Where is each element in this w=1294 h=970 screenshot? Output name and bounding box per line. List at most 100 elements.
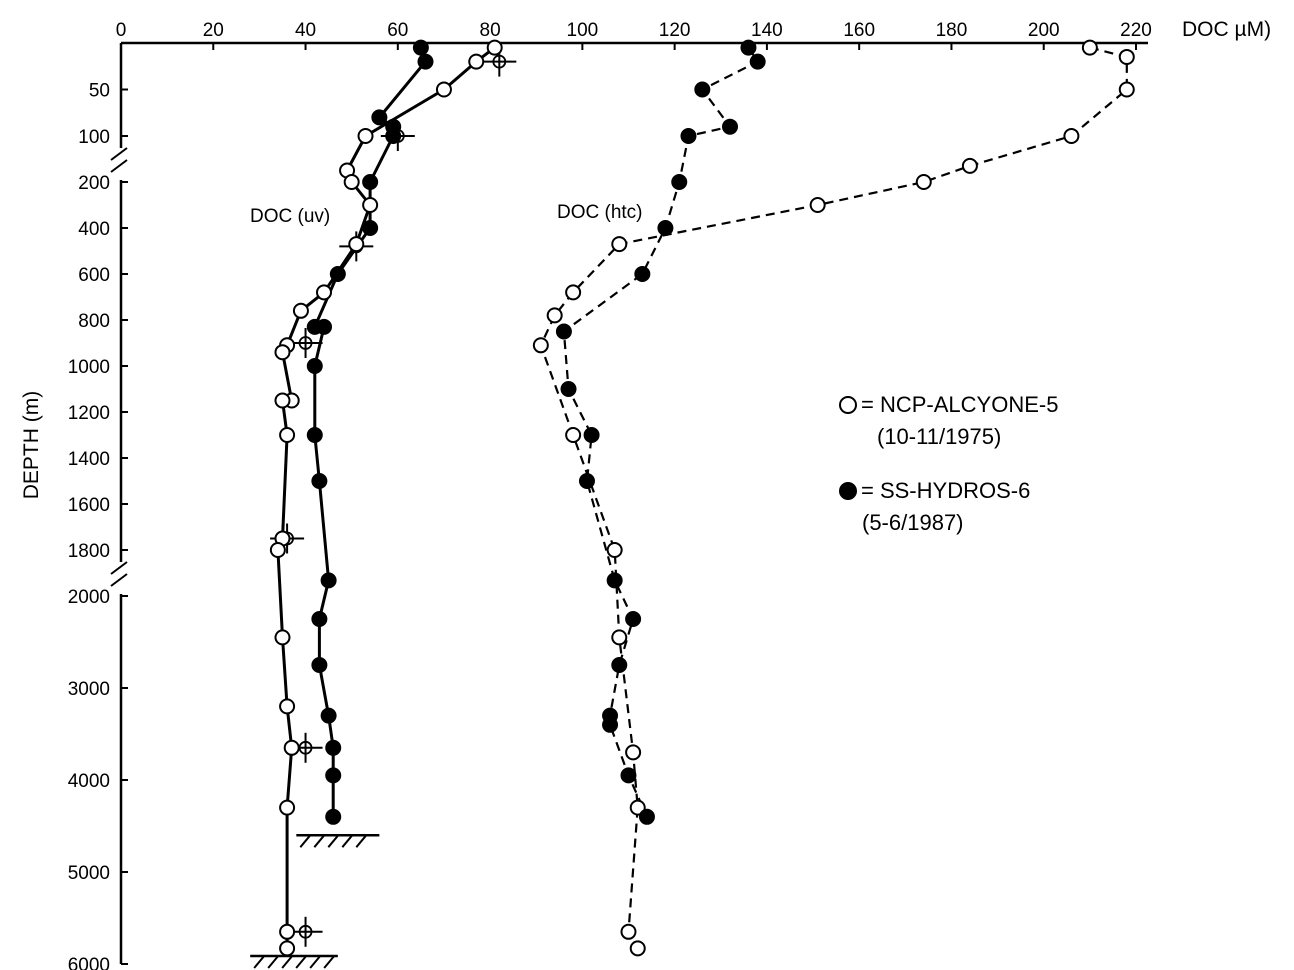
data-point-uv-filled: [362, 174, 379, 190]
data-point-htc-filled: [606, 572, 623, 589]
y-tick-label: 2000: [68, 587, 110, 608]
data-point-htc-open: [809, 197, 826, 213]
bottom-hatch: [355, 834, 368, 848]
data-point-htc-open: [546, 307, 563, 324]
data-point-htc-filled: [620, 767, 637, 784]
axes: 0 20 40 60 80 100 120 140 160 180 200 220 50 100 200 40…: [68, 20, 1152, 970]
x-tick-label: 100: [567, 20, 599, 41]
bottom-hatch: [299, 834, 312, 848]
data-point-uv-filled: [311, 473, 328, 489]
legend-label-ss-hydros-6: = SS-HYDROS-6: [861, 478, 1030, 503]
bottom-hatch: [267, 955, 279, 969]
data-point-htc-open: [1081, 39, 1098, 56]
data-point-htc-filled: [740, 39, 757, 56]
data-point-htc-open: [532, 337, 549, 354]
data-point-uv-open: [292, 302, 309, 319]
y-axis-label: DEPTH (m): [20, 391, 43, 500]
data-point-uv-open: [343, 174, 360, 190]
legend-sublabel-ncp-alcyone-5: (10-11/1975): [877, 424, 1001, 449]
annotation-doc-htc: DOC (htc): [557, 202, 643, 223]
series-line-htc-open: [539, 46, 1128, 949]
data-point-htc-filled: [680, 128, 697, 144]
data-point-uv-filled: [385, 128, 402, 144]
data-point-uv-open: [269, 542, 286, 558]
data-point-uv-open: [283, 739, 300, 756]
legend-label-ncp-alcyone-5: = NCP-ALCYONE-5: [861, 392, 1058, 417]
data-point-uv-filled: [417, 53, 434, 70]
data-point-htc-filled: [722, 118, 738, 135]
data-point-htc-filled: [611, 657, 628, 673]
axis-break-mark: [110, 561, 128, 575]
data-point-uv-open: [279, 940, 296, 957]
data-point-uv-filled: [311, 657, 328, 673]
bottom-hatch: [341, 834, 354, 848]
data-point-uv-filled: [412, 39, 429, 56]
x-tick-label: 40: [295, 20, 316, 41]
data-point-uv-filled: [316, 318, 332, 335]
data-point-uv-filled: [371, 109, 388, 126]
axis-break-mark: [110, 159, 128, 173]
y-tick-label: 4000: [68, 771, 110, 792]
bottom-hatch: [327, 834, 340, 848]
x-tick-label: 80: [480, 20, 501, 41]
chart-text: DOC µM) DEPTH (m) DOC (uv) DOC (htc): [20, 18, 1271, 499]
data-point-uv-open: [348, 236, 365, 253]
bottom-hatch-marks: [250, 833, 380, 969]
data-point-uv-open: [486, 39, 503, 56]
data-point-uv-filled: [320, 572, 337, 589]
annotation-doc-uv: DOC (uv): [250, 206, 330, 227]
data-points: [269, 39, 1135, 957]
y-tick-label: 50: [89, 81, 110, 102]
data-point-htc-open: [565, 427, 582, 443]
data-point-htc-open: [1118, 48, 1135, 65]
x-tick-label: 20: [203, 20, 224, 41]
data-point-uv-open: [274, 629, 291, 646]
x-tick-label: 220: [1120, 20, 1152, 41]
data-point-uv-open: [279, 427, 296, 443]
data-point-htc-filled: [578, 473, 595, 489]
data-point-uv-filled: [325, 808, 342, 825]
data-point-uv-filled: [362, 220, 379, 236]
y-tick-label: 1800: [68, 541, 110, 562]
crosshair-ring: [298, 336, 313, 350]
bottom-hatch: [323, 955, 335, 969]
data-point-uv-filled: [329, 266, 346, 282]
x-tick-label: 140: [751, 20, 783, 41]
legend-sublabel-ss-hydros-6: (5-6/1987): [862, 510, 964, 535]
data-point-htc-open: [611, 236, 628, 253]
data-point-uv-open: [274, 392, 291, 409]
data-point-htc-filled: [671, 174, 688, 190]
y-tick-label: 200: [78, 173, 110, 194]
data-point-htc-filled: [560, 381, 577, 397]
data-point-htc-open: [620, 923, 637, 940]
data-point-htc-open: [1063, 128, 1080, 144]
data-point-uv-filled: [320, 707, 337, 724]
x-tick-label: 180: [936, 20, 968, 41]
data-point-htc-open: [629, 799, 646, 816]
y-tick-label: 600: [78, 265, 110, 286]
data-point-htc-open: [961, 157, 978, 174]
bottom-hatch: [309, 955, 321, 969]
data-point-htc-filled: [749, 53, 766, 70]
data-point-uv-filled: [311, 611, 328, 627]
bottom-hatch: [281, 955, 293, 969]
legend-open-circle-symbol: [839, 396, 857, 414]
series-line-uv-open: [276, 46, 496, 949]
data-point-uv-open: [316, 284, 332, 301]
y-tick-label: 1000: [68, 357, 110, 378]
data-point-htc-filled: [583, 427, 600, 443]
bottom-hatch: [253, 955, 265, 969]
x-tick-label: 120: [659, 20, 691, 41]
legend: = NCP-ALCYONE-5 (10-11/1975) = SS-HYDROS…: [839, 392, 1058, 535]
y-tick-label: 5000: [68, 863, 110, 884]
data-point-htc-filled: [602, 716, 619, 733]
data-point-uv-open: [357, 128, 374, 144]
y-tick-label: 3000: [68, 679, 110, 700]
data-point-uv-open: [279, 923, 296, 940]
data-point-htc-filled: [638, 808, 655, 825]
x-tick-label: 160: [843, 20, 875, 41]
crosshair-ring: [492, 54, 507, 69]
x-tick-label: 60: [387, 20, 408, 41]
